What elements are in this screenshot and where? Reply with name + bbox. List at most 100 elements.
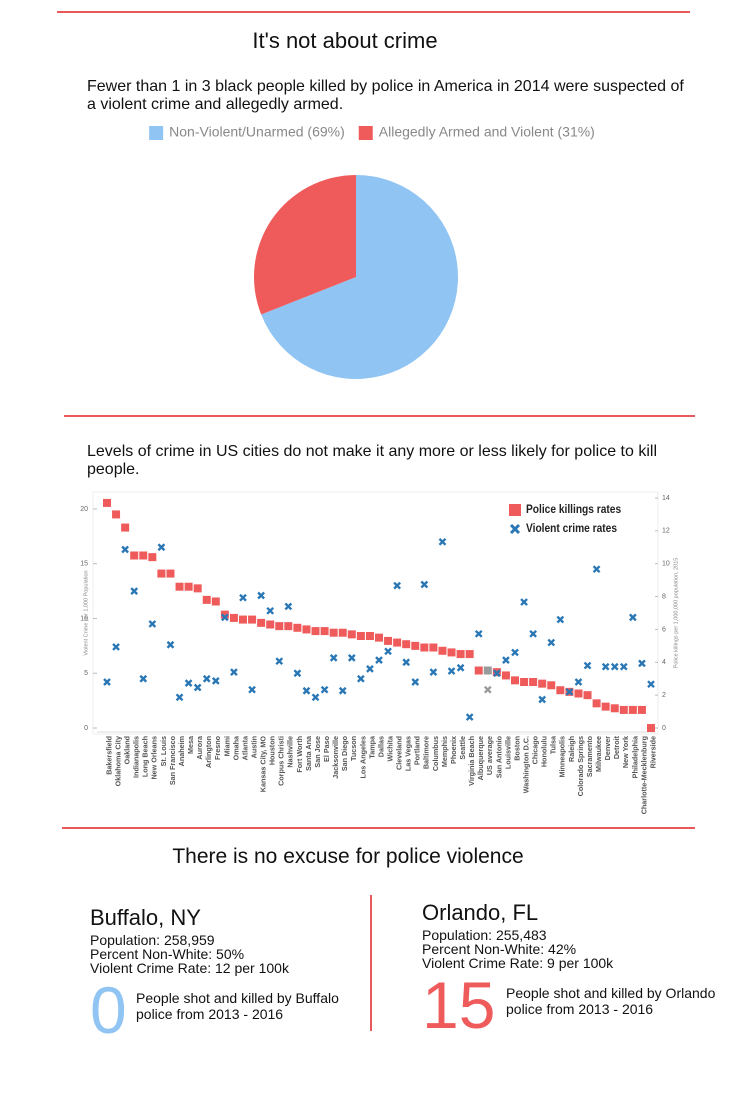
legend-item: Allegedly Armed and Violent (31%) — [358, 124, 595, 140]
x-tick-label: Dallas — [376, 736, 385, 757]
police-killings-marker — [456, 650, 465, 659]
police-killings-marker — [193, 584, 202, 593]
police-killings-marker — [547, 681, 556, 690]
police-killings-marker — [538, 679, 547, 688]
violent-crime-marker — [592, 565, 601, 574]
legend-label: Allegedly Armed and Violent (31%) — [379, 124, 595, 140]
x-tick-label: St. Louis — [159, 736, 168, 766]
violent-crime-marker — [320, 685, 329, 694]
legend-swatch — [509, 523, 521, 535]
y-tick-label: 0 — [84, 725, 88, 732]
violent-crime-marker — [629, 613, 637, 622]
x-tick-label: Charlotte-Mecklenburg — [639, 736, 648, 814]
x-tick-label: Detroit — [612, 735, 621, 759]
x-tick-label: Baltimore — [422, 736, 431, 769]
legend-swatch — [509, 504, 521, 516]
legend-item: Non-Violent/Unarmed (69%) — [149, 124, 345, 140]
city-stat: Percent Non-White: 50% — [90, 946, 245, 962]
x-tick-label: El Paso — [322, 735, 331, 762]
violent-crime-marker — [610, 662, 619, 671]
x-tick-label: US average — [485, 736, 494, 775]
police-killings-marker — [266, 620, 275, 629]
police-killings-marker — [628, 705, 637, 714]
x-tick-label: Colorado Springs — [576, 736, 585, 796]
divider — [64, 415, 695, 417]
x-tick-label: Atlanta — [240, 735, 249, 760]
killed-caption: People shot and killed by Buffalo police… — [136, 990, 339, 1022]
x-tick-label: San Jose — [313, 736, 322, 768]
legend-label: Violent crime rates — [526, 522, 617, 535]
police-killings-marker — [610, 704, 619, 713]
x-tick-label: Bakersfield — [104, 736, 113, 775]
violent-crime-marker — [311, 693, 320, 702]
violent-crime-marker — [456, 663, 465, 672]
violent-crime-marker — [511, 648, 519, 657]
violent-crime-marker — [411, 678, 420, 686]
police-killings-marker — [520, 678, 529, 686]
police-killings-marker — [284, 622, 293, 631]
x-tick-label: Omaha — [231, 735, 240, 760]
violent-crime-marker — [103, 678, 111, 686]
police-killings-marker — [365, 632, 374, 640]
x-tick-label: Phoenix — [449, 736, 458, 764]
x-tick-label: Kansas City, MO — [259, 736, 268, 793]
police-killings-marker — [601, 702, 610, 711]
police-killings-marker — [583, 691, 592, 700]
police-killings-marker — [411, 641, 420, 650]
violent-crime-marker — [112, 643, 120, 651]
police-killings-marker — [447, 648, 456, 657]
violent-crime-marker — [175, 693, 184, 702]
x-tick-label: Chicago — [531, 735, 540, 764]
violent-crime-marker — [221, 613, 229, 622]
pie-slice — [261, 175, 459, 379]
x-tick-label: Honolulu — [540, 736, 549, 767]
y2-tick-label: 6 — [662, 626, 666, 633]
x-tick-label: Boston — [512, 736, 521, 761]
legend-label: Police killings rates — [526, 503, 621, 516]
x-tick-label: Long Beach — [141, 736, 150, 777]
violent-crime-marker — [538, 695, 547, 704]
violent-crime-marker — [347, 654, 356, 662]
violent-crime-marker — [547, 638, 556, 647]
violent-crime-marker — [465, 713, 474, 721]
chart-title: Fewer than 1 in 3 black people killed by… — [87, 78, 684, 113]
police-killings-marker — [311, 627, 320, 636]
x-tick-label: San Francisco — [168, 735, 177, 785]
x-tick-label: Las Vegas — [404, 736, 413, 771]
violent-crime-marker — [375, 656, 383, 664]
x-tick-label: Tampa — [367, 735, 376, 759]
police-killings-marker — [220, 610, 229, 619]
city-stat: Violent Crime Rate: 12 per 100k — [90, 960, 289, 976]
y2-tick-label: 12 — [662, 528, 670, 535]
x-tick-label: Louisville — [503, 736, 512, 769]
police-killings-marker — [402, 640, 411, 649]
police-killings-marker — [465, 650, 474, 659]
police-killings-marker — [229, 613, 238, 622]
violent-crime-marker — [338, 686, 347, 695]
violent-crime-marker — [284, 602, 293, 611]
violent-crime-marker — [230, 668, 238, 676]
y-tick-label: 5 — [84, 670, 88, 677]
pie-slice — [254, 175, 356, 315]
violent-crime-marker — [148, 620, 157, 628]
x-tick-label: Arlington — [204, 736, 213, 768]
x-tick-label: Minneapolis — [558, 736, 567, 778]
violent-crime-marker — [193, 683, 202, 692]
police-killings-marker — [166, 569, 175, 578]
violent-crime-marker — [202, 674, 211, 683]
y-tick-label: 10 — [80, 615, 88, 622]
violent-crime-marker — [493, 669, 501, 678]
violent-crime-marker — [502, 656, 510, 664]
divider — [62, 827, 695, 829]
city-stat: Percent Non-White: 42% — [422, 941, 577, 957]
x-tick-label: Seattle — [458, 736, 467, 760]
x-tick-label: Austin — [249, 736, 258, 758]
police-killings-marker — [529, 678, 538, 686]
violent-crime-marker — [601, 662, 610, 671]
police-killings-marker — [112, 510, 121, 519]
violent-crime-marker — [293, 669, 302, 678]
x-tick-label: Raleigh — [567, 736, 576, 762]
violent-crime-marker — [520, 598, 528, 606]
x-tick-label: Riverside — [648, 736, 657, 768]
